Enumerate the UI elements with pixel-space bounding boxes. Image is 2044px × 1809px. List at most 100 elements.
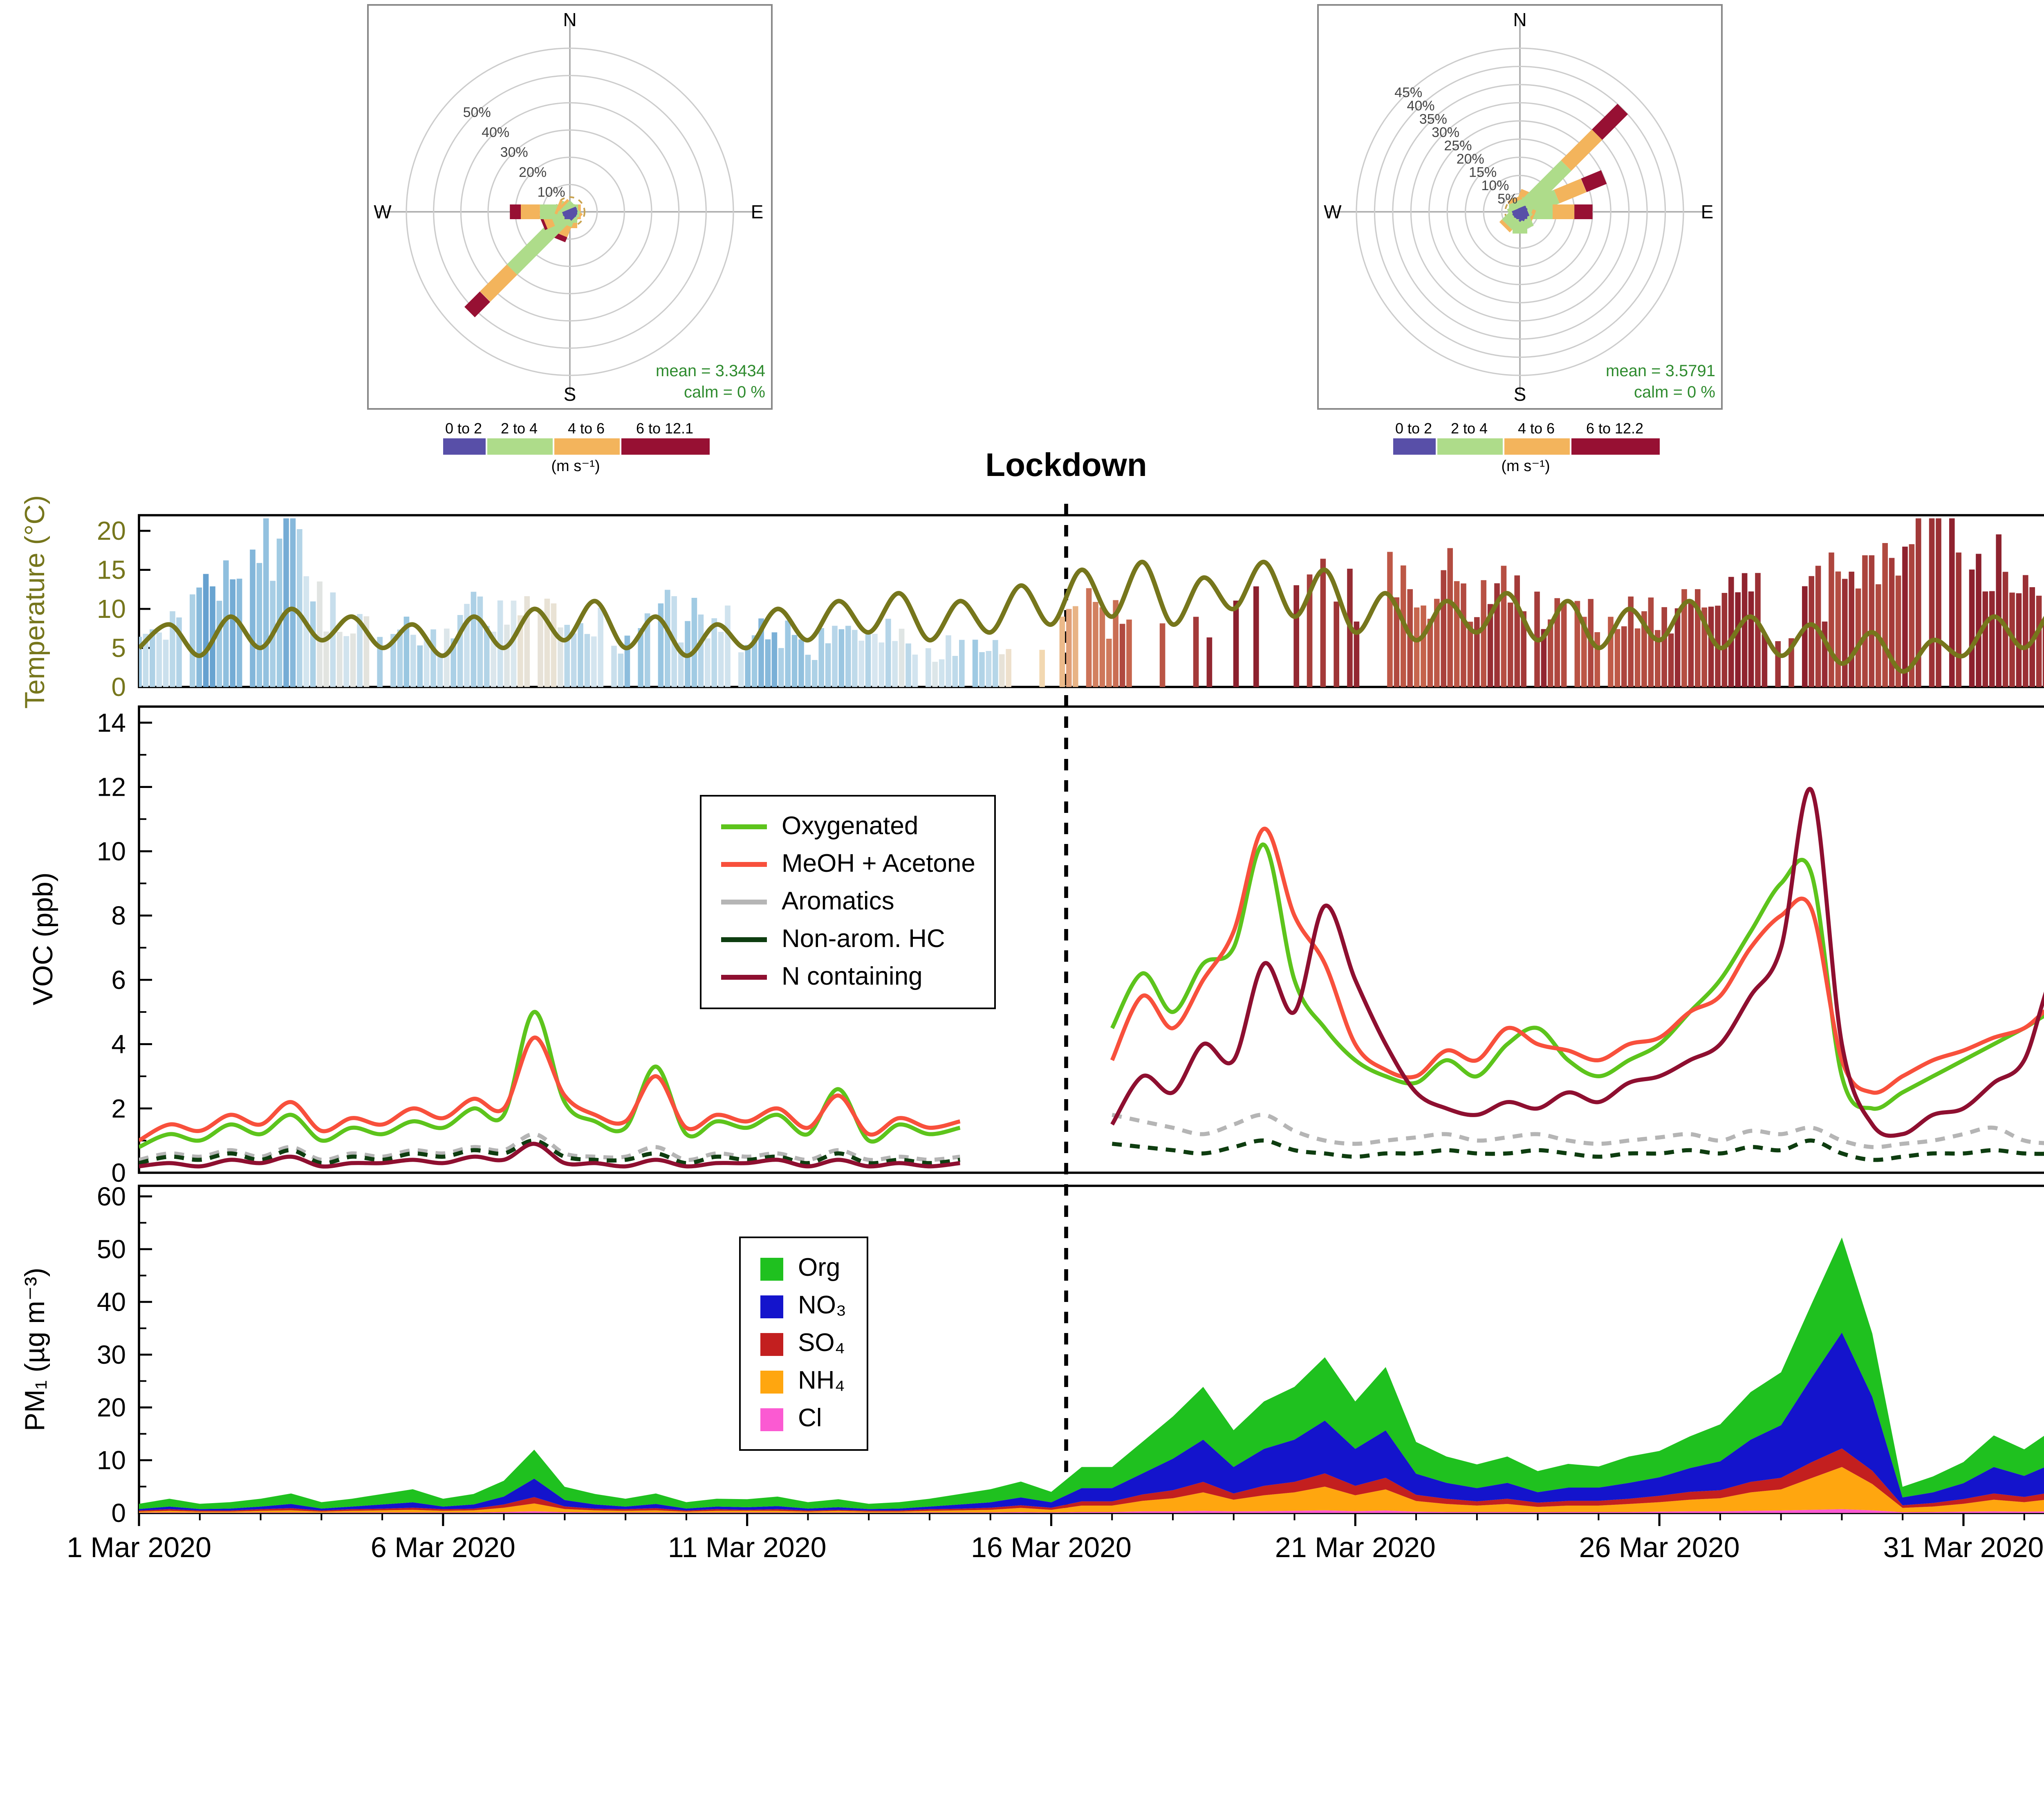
wind-bar [250, 550, 256, 687]
wind-bar [1802, 586, 1808, 687]
wind-bar [1982, 591, 1988, 687]
wind-bar [1467, 622, 1473, 687]
wind-bar [865, 633, 871, 687]
wind-bar [1815, 566, 1821, 687]
wind-bar [1541, 629, 1547, 687]
wind-bar [1193, 617, 1199, 687]
wind-bar [323, 631, 329, 687]
rose-ring-label: 30% [500, 145, 528, 160]
wind-bar [785, 620, 791, 687]
wind-bar [946, 635, 951, 687]
temperature-tick-label: 10 [97, 594, 126, 624]
wind-bar [1855, 588, 1861, 687]
rose-petal-seg [1591, 103, 1628, 140]
wind-bar [818, 628, 824, 687]
rose-petal-seg [510, 204, 521, 219]
rose-petal-seg [1507, 195, 1523, 205]
pm1-tick-label: 10 [97, 1445, 126, 1475]
speed-bin-label: 6 to 12.2 [1586, 420, 1644, 437]
wind-bar [1688, 602, 1694, 687]
wind-bar [959, 640, 965, 687]
wind-bar [1508, 602, 1513, 687]
legend-row: NO₃ [760, 1287, 846, 1325]
rose-petal-seg [507, 210, 572, 275]
legend-swatch [721, 862, 767, 867]
wind-bar [1387, 552, 1393, 687]
speed-bin-label: 4 to 6 [1517, 420, 1555, 437]
rose-compass-s: S [1514, 384, 1526, 405]
pm1-legend: Org NO₃ SO₄ NH₄ Cl [739, 1237, 868, 1451]
wind-bar [2023, 575, 2028, 687]
wind-bar [263, 518, 269, 687]
rose-ring [487, 129, 652, 294]
windrose-speed-legend-post: 0 to 2 2 to 4 4 to 6 6 to 12.2 (m s⁻¹) [1369, 420, 1683, 476]
wind-bar [952, 656, 958, 687]
voc-series-nonaromhc [1112, 1138, 2044, 1162]
wind-bar [771, 632, 778, 687]
legend-swatch [760, 1257, 783, 1280]
speed-bin: 4 to 6 [554, 420, 619, 455]
rose-compass-w: W [1324, 201, 1342, 222]
legend-label: MeOH + Acetone [782, 850, 975, 878]
speed-bin-swatch [1392, 438, 1435, 455]
wind-bar [1521, 611, 1526, 687]
legend-row: MeOH + Acetone [721, 846, 975, 883]
voc-panel-frame [138, 705, 2044, 1174]
wind-bar [999, 654, 1005, 687]
wind-bar [504, 624, 510, 687]
pm1-tick-label: 50 [97, 1234, 126, 1264]
x-tick-label: 21 Mar 2020 [1275, 1531, 1436, 1563]
wind-bar [1159, 623, 1165, 687]
temperature-tick-label: 15 [97, 555, 126, 585]
wind-bar [1093, 602, 1098, 687]
wind-bar [1634, 628, 1641, 687]
rose-ring [433, 75, 707, 349]
wind-bar [1487, 604, 1493, 687]
wind-bar [491, 631, 496, 687]
legend-row: NH₄ [760, 1362, 846, 1400]
speed-bin-label: 2 to 4 [1450, 420, 1488, 437]
speed-unit-label-post: (m s⁻¹) [1501, 458, 1550, 476]
wind-bar [1936, 518, 1941, 687]
rose-ring-label: 20% [519, 164, 547, 180]
wind-bar [1681, 589, 1687, 687]
temperature-tick-label: 0 [111, 672, 126, 702]
wind-bar [845, 626, 851, 687]
wind-bar [1862, 555, 1868, 687]
lockdown-label: Lockdown [985, 448, 1147, 484]
wind-bar [1829, 552, 1834, 687]
rose-compass-s: S [564, 384, 576, 405]
rose-ring [1356, 47, 1684, 376]
wind-bar [1735, 592, 1741, 687]
legend-row: Org [760, 1250, 846, 1287]
wind-bar [290, 518, 296, 687]
wind-bar [1059, 617, 1065, 687]
wind-bar [838, 629, 845, 687]
speed-bin-label: 4 to 6 [567, 420, 605, 437]
voc-tick-label: 4 [111, 1030, 126, 1059]
temperature-tick-label: 5 [111, 633, 126, 663]
wind-bar [1039, 650, 1045, 687]
legend-row: Aromatics [721, 883, 975, 921]
wind-bar [1414, 607, 1420, 687]
rose-compass-e: E [751, 201, 764, 222]
wind-bar [139, 637, 142, 687]
legend-swatch [721, 824, 767, 829]
rose-petal [1507, 195, 1527, 215]
wind-bar [1614, 629, 1620, 687]
windrose-stats-pre: mean = 3.3434 calm = 0 % [527, 361, 765, 404]
wind-bar [1775, 641, 1781, 687]
speed-bin-swatch [621, 438, 709, 455]
windrose-calm-post: calm = 0 % [1634, 384, 1715, 402]
wind-bar [1949, 518, 1955, 687]
pm1-stacked-areas [139, 1237, 2044, 1513]
wind-bar [558, 627, 563, 687]
wind-bar [1916, 518, 1921, 687]
legend-label: Cl [798, 1404, 822, 1432]
wind-bar [812, 660, 818, 687]
wind-bar [1661, 607, 1667, 687]
wind-bar [765, 639, 771, 687]
wind-bar [464, 604, 470, 687]
wind-bar [912, 654, 918, 687]
